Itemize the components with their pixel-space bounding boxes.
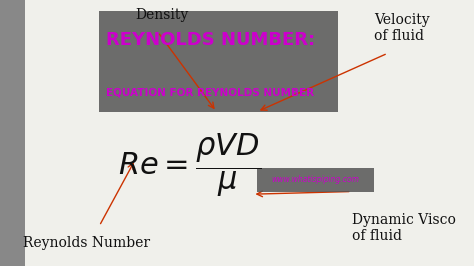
Bar (257, 168, 374, 192)
Bar (0, 0, 25, 266)
Text: www.whatispiping.com: www.whatispiping.com (272, 175, 360, 184)
Text: Velocity
of fluid: Velocity of fluid (374, 13, 430, 44)
Text: Reynolds Number: Reynolds Number (23, 236, 150, 250)
Text: $Re = \dfrac{\rho V D}{\mu}$: $Re = \dfrac{\rho V D}{\mu}$ (118, 131, 261, 199)
Text: EQUATION FOR REYNOLDS NUMBER: EQUATION FOR REYNOLDS NUMBER (106, 88, 314, 98)
Text: Dynamic Visco
of fluid: Dynamic Visco of fluid (352, 213, 456, 243)
Text: Density: Density (135, 8, 189, 22)
Bar (99, 11, 338, 112)
Text: REYNOLDS NUMBER:: REYNOLDS NUMBER: (106, 31, 315, 49)
